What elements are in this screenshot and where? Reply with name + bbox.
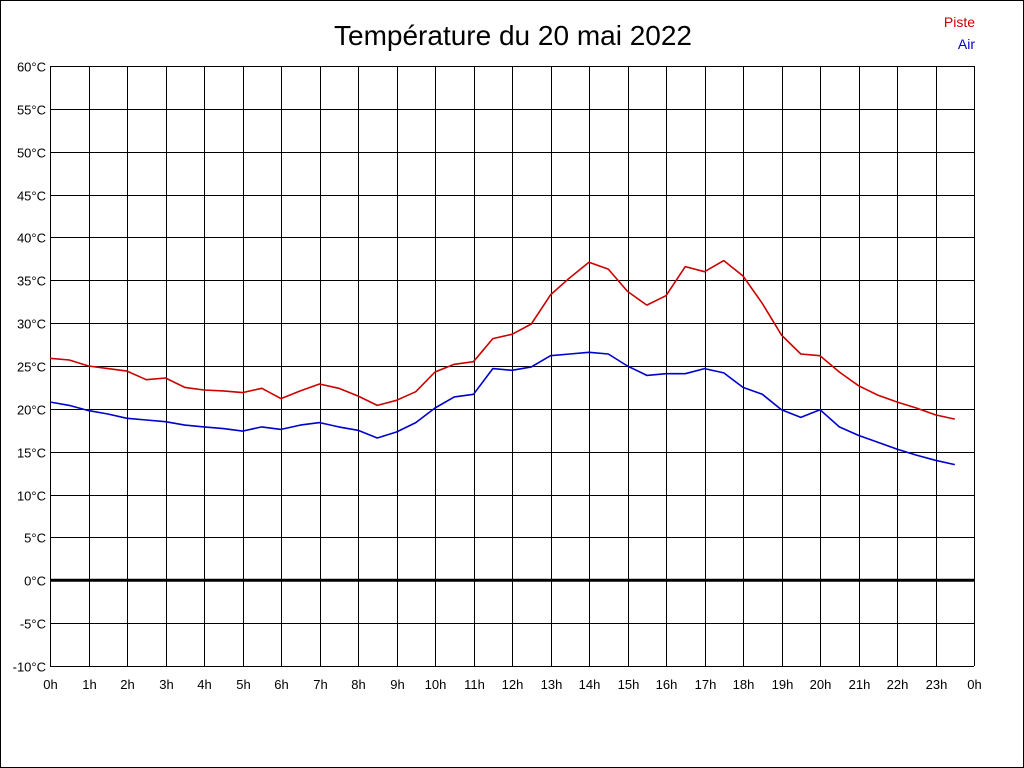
- y-tick-label: 0°C: [24, 574, 46, 589]
- x-tick-label: 5h: [236, 677, 250, 692]
- x-tick-label: 3h: [159, 677, 173, 692]
- x-tick-label: 15h: [618, 677, 640, 692]
- series-line-air: [49, 351, 955, 466]
- x-tick-label: 14h: [579, 677, 601, 692]
- grid: [50, 66, 975, 667]
- x-tick-label: 13h: [541, 677, 563, 692]
- legend: Piste Air: [944, 14, 975, 52]
- y-tick-label: 15°C: [17, 446, 46, 461]
- x-tick-label: 1h: [82, 677, 96, 692]
- legend-entry-air: Air: [958, 36, 975, 52]
- x-tick-label: 8h: [351, 677, 365, 692]
- x-tick-label: 2h: [120, 677, 134, 692]
- x-tick-label: 4h: [197, 677, 211, 692]
- y-tick-label: 55°C: [17, 103, 46, 118]
- y-tick-label: 20°C: [17, 403, 46, 418]
- y-tick-label: 50°C: [17, 146, 46, 161]
- x-tick-label: 11h: [464, 677, 485, 692]
- y-tick-label: -5°C: [20, 617, 46, 632]
- y-tick-label: 40°C: [17, 231, 46, 246]
- x-tick-label: 7h: [313, 677, 327, 692]
- axis-labels: 0h 1h 2h 3h 4h 5h 6h 7h 8h 9h 10h 11h 12h 13h 14h 15h 16…: [13, 60, 982, 693]
- x-tick-label: 19h: [772, 677, 794, 692]
- chart-title: Température du 20 mai 2022: [334, 20, 692, 51]
- x-tick-label: 6h: [274, 677, 288, 692]
- x-tick-label: 23h: [926, 677, 948, 692]
- x-tick-label: 18h: [733, 677, 755, 692]
- y-tick-label: 35°C: [17, 274, 46, 289]
- y-tick-label: -10°C: [13, 660, 46, 675]
- y-tick-label: 45°C: [17, 189, 46, 204]
- x-tick-label: 17h: [695, 677, 717, 692]
- y-tick-label: 5°C: [24, 531, 46, 546]
- y-tick-label: 60°C: [17, 60, 46, 75]
- x-tick-label: 16h: [656, 677, 678, 692]
- series-layer: [49, 259, 955, 466]
- legend-entry-piste: Piste: [944, 14, 975, 30]
- x-tick-label: 0h: [43, 677, 57, 692]
- x-tick-label: 0h: [967, 677, 981, 692]
- x-tick-label: 21h: [849, 677, 871, 692]
- x-tick-label: 12h: [502, 677, 524, 692]
- x-tick-label: 9h: [390, 677, 404, 692]
- x-tick-label: 10h: [425, 677, 447, 692]
- y-tick-label: 30°C: [17, 317, 46, 332]
- y-tick-label: 10°C: [17, 489, 46, 504]
- x-tick-label: 22h: [887, 677, 909, 692]
- y-tick-label: 25°C: [17, 360, 46, 375]
- x-tick-label: 20h: [810, 677, 832, 692]
- series-line-piste: [49, 259, 955, 420]
